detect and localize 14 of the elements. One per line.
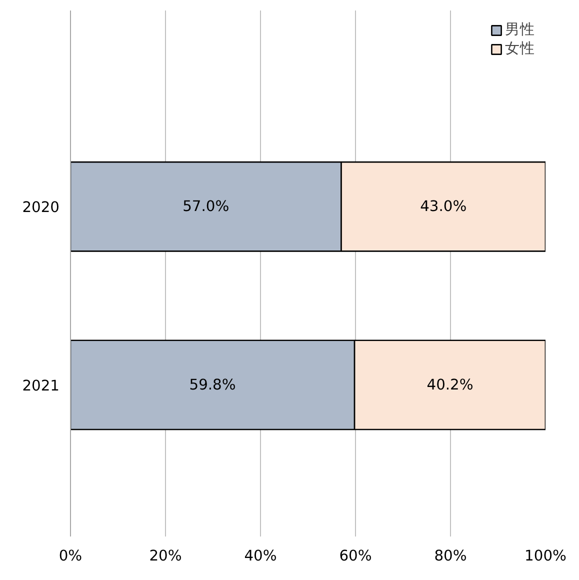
data-label: 59.8% [189, 376, 236, 394]
data-label: 57.0% [182, 198, 230, 216]
data-label: 40.2% [426, 376, 474, 394]
x-tick-label: 60% [339, 548, 372, 564]
data-label: 43.0% [420, 198, 467, 216]
legend-label: 女性 [505, 39, 535, 58]
x-tick-label: 0% [58, 548, 82, 564]
legend-label: 男性 [505, 20, 535, 39]
x-tick-label: 20% [149, 548, 182, 564]
y-tick-label: 2021 [22, 377, 60, 394]
y-tick-label: 2020 [22, 199, 60, 216]
x-tick-label: 100% [524, 548, 567, 564]
x-tick-label: 80% [434, 548, 467, 564]
x-tick-label: 40% [244, 548, 277, 564]
